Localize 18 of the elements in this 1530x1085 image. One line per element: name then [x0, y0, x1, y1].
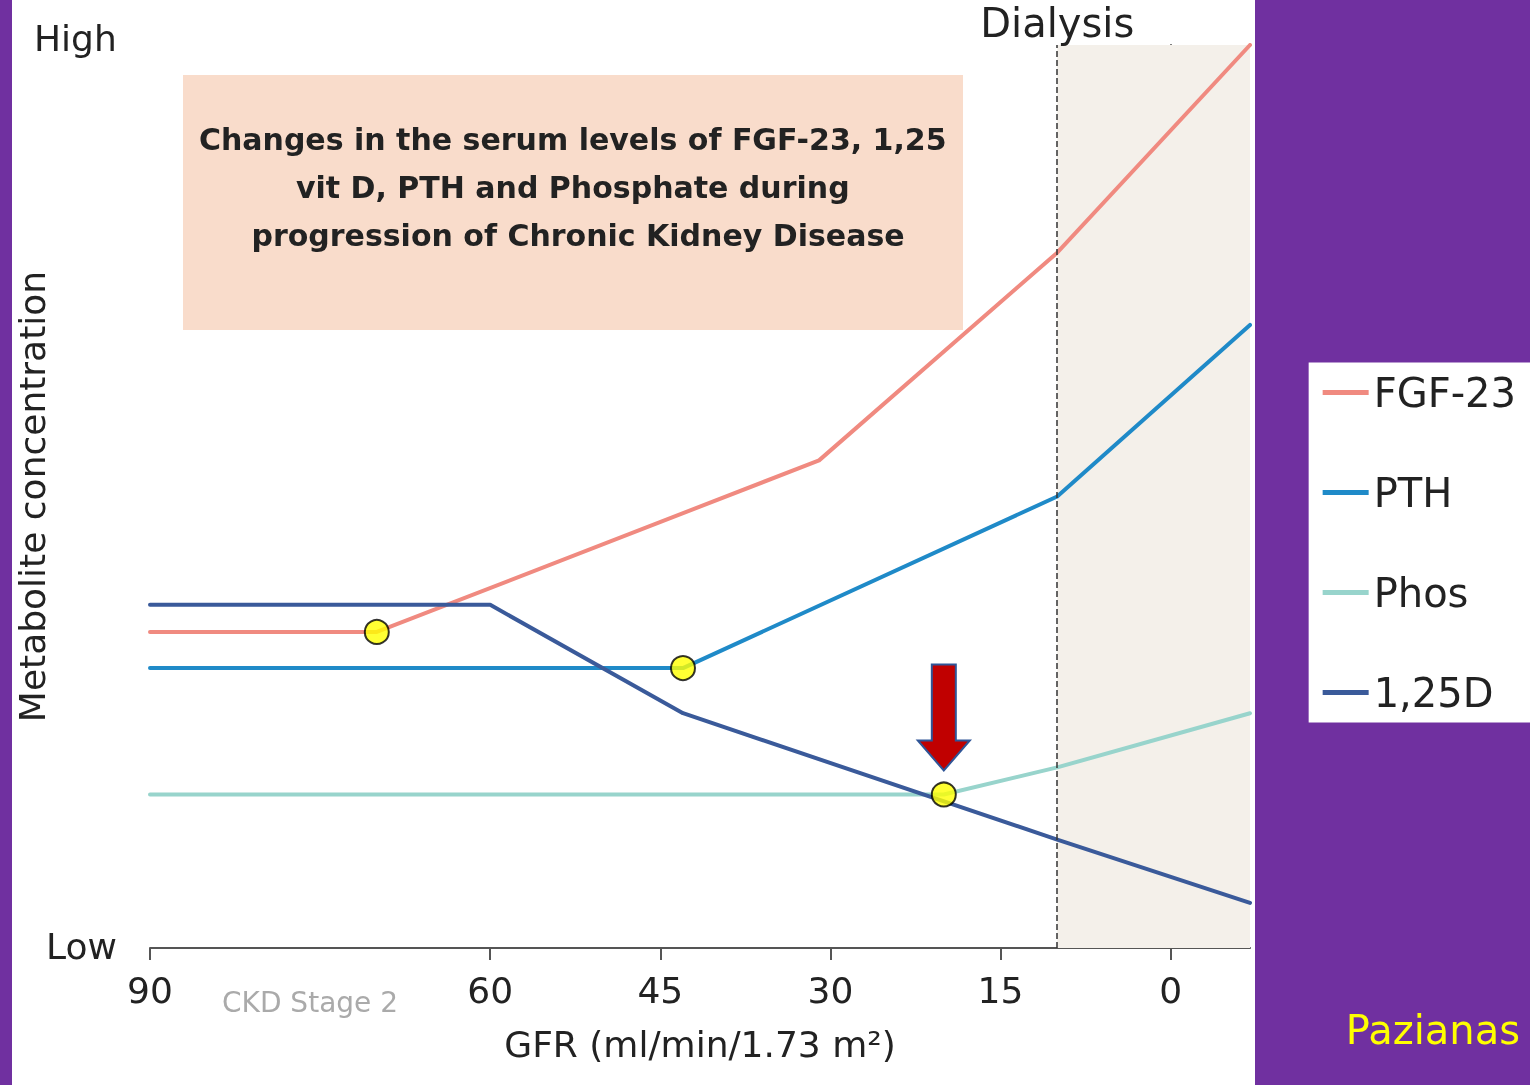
- x-tick-label: 0: [1159, 969, 1183, 1011]
- legend-label: FGF-23: [1373, 369, 1516, 416]
- text: Low: [46, 925, 117, 967]
- legend-label: PTH: [1373, 469, 1453, 516]
- x-tick-label: 30: [807, 969, 854, 1011]
- x-tick-label: 60: [467, 969, 514, 1011]
- legend-label: 1,25D: [1373, 669, 1494, 716]
- x-tick-label: 45: [637, 969, 684, 1011]
- ref-line-label: Dialysis: [980, 0, 1135, 46]
- y-axis-title: Metabolite concentration: [11, 270, 53, 723]
- x-axis-title: GFR (ml/min/1.73 m²): [504, 1023, 896, 1065]
- x-tick-label: 90: [127, 969, 173, 1011]
- text: Pazianas: [1345, 1007, 1521, 1053]
- text: Changes in the serum levels of FGF-23, 1,25 vit D, PTH and Phosphate during progression of Chronic Kidney Disease: [198, 121, 958, 253]
- text: High: [34, 17, 117, 59]
- text: CKD Stage 2: [222, 985, 398, 1019]
- x-tick-label: 15: [977, 969, 1024, 1011]
- legend-label: Phos: [1373, 569, 1469, 616]
